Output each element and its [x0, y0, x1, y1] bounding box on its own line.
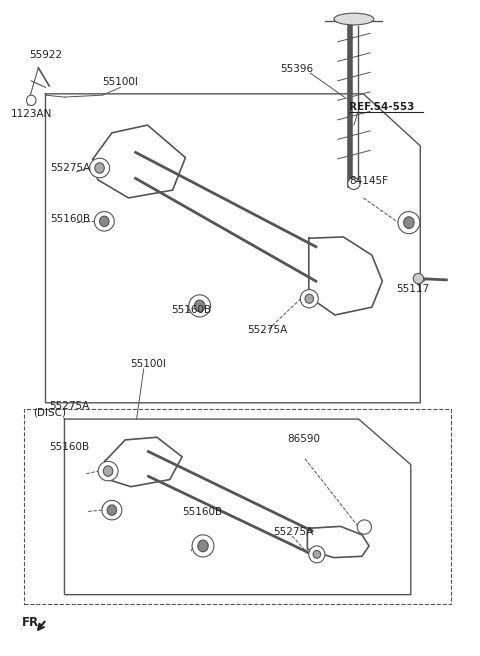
Ellipse shape — [26, 95, 36, 106]
Ellipse shape — [404, 216, 414, 228]
Ellipse shape — [348, 178, 360, 190]
Ellipse shape — [107, 505, 117, 516]
Ellipse shape — [198, 540, 208, 552]
Ellipse shape — [309, 546, 325, 563]
Ellipse shape — [300, 289, 318, 308]
Text: 55117: 55117 — [396, 283, 430, 293]
Ellipse shape — [90, 158, 109, 178]
Text: FR.: FR. — [22, 615, 44, 628]
Ellipse shape — [98, 461, 118, 481]
Ellipse shape — [334, 13, 374, 25]
Text: 1123AN: 1123AN — [11, 108, 52, 119]
Text: 55275A: 55275A — [50, 163, 90, 173]
Text: 55275A: 55275A — [247, 325, 288, 335]
Ellipse shape — [189, 295, 211, 317]
Text: 84145F: 84145F — [349, 176, 388, 186]
Text: 55160B: 55160B — [50, 214, 90, 224]
Ellipse shape — [103, 466, 113, 476]
Text: (DISC): (DISC) — [34, 407, 67, 417]
Text: 55160B: 55160B — [49, 441, 89, 451]
Ellipse shape — [357, 520, 372, 534]
Text: REF.54-553: REF.54-553 — [349, 102, 415, 112]
Bar — [24, 409, 451, 604]
Ellipse shape — [99, 216, 109, 226]
Ellipse shape — [95, 163, 104, 173]
Text: 55160B: 55160B — [182, 506, 222, 517]
Ellipse shape — [398, 212, 420, 234]
Text: 55396: 55396 — [280, 64, 313, 74]
Ellipse shape — [194, 300, 205, 312]
Text: 55160B: 55160B — [171, 305, 211, 315]
Text: 55100I: 55100I — [102, 77, 138, 87]
Ellipse shape — [313, 550, 321, 558]
Ellipse shape — [413, 274, 424, 284]
Text: 86590: 86590 — [288, 434, 321, 443]
Text: 55922: 55922 — [29, 50, 62, 60]
Ellipse shape — [102, 501, 122, 520]
Text: 55100I: 55100I — [130, 359, 166, 369]
Ellipse shape — [95, 212, 114, 231]
Text: 55275A: 55275A — [273, 527, 313, 537]
Text: 55275A: 55275A — [49, 401, 90, 411]
Ellipse shape — [192, 535, 214, 557]
Ellipse shape — [305, 294, 313, 303]
